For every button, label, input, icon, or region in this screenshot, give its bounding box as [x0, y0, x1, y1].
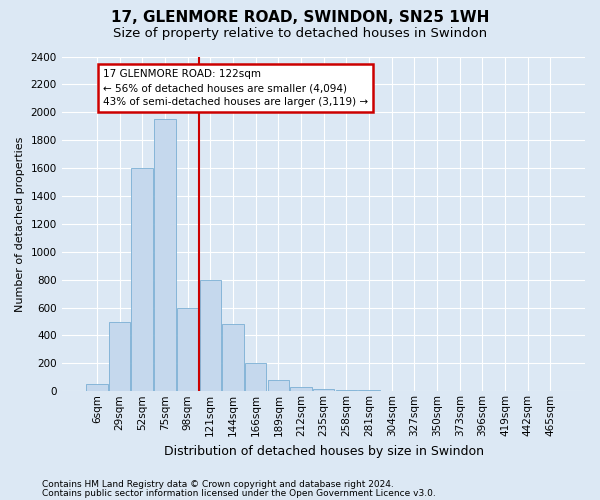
Bar — [222, 324, 244, 392]
Bar — [154, 120, 176, 392]
Bar — [200, 280, 221, 392]
Text: 17, GLENMORE ROAD, SWINDON, SN25 1WH: 17, GLENMORE ROAD, SWINDON, SN25 1WH — [111, 10, 489, 25]
Bar — [177, 308, 199, 392]
Bar — [358, 390, 380, 392]
Y-axis label: Number of detached properties: Number of detached properties — [15, 136, 25, 312]
Bar — [109, 322, 130, 392]
Bar — [290, 388, 312, 392]
X-axis label: Distribution of detached houses by size in Swindon: Distribution of detached houses by size … — [164, 444, 484, 458]
Bar — [381, 390, 403, 392]
Text: Contains HM Land Registry data © Crown copyright and database right 2024.: Contains HM Land Registry data © Crown c… — [42, 480, 394, 489]
Text: Size of property relative to detached houses in Swindon: Size of property relative to detached ho… — [113, 28, 487, 40]
Text: 17 GLENMORE ROAD: 122sqm
← 56% of detached houses are smaller (4,094)
43% of sem: 17 GLENMORE ROAD: 122sqm ← 56% of detach… — [103, 69, 368, 107]
Bar — [245, 364, 266, 392]
Bar — [131, 168, 153, 392]
Bar — [313, 389, 334, 392]
Bar — [335, 390, 357, 392]
Bar — [268, 380, 289, 392]
Text: Contains public sector information licensed under the Open Government Licence v3: Contains public sector information licen… — [42, 488, 436, 498]
Bar — [86, 384, 107, 392]
